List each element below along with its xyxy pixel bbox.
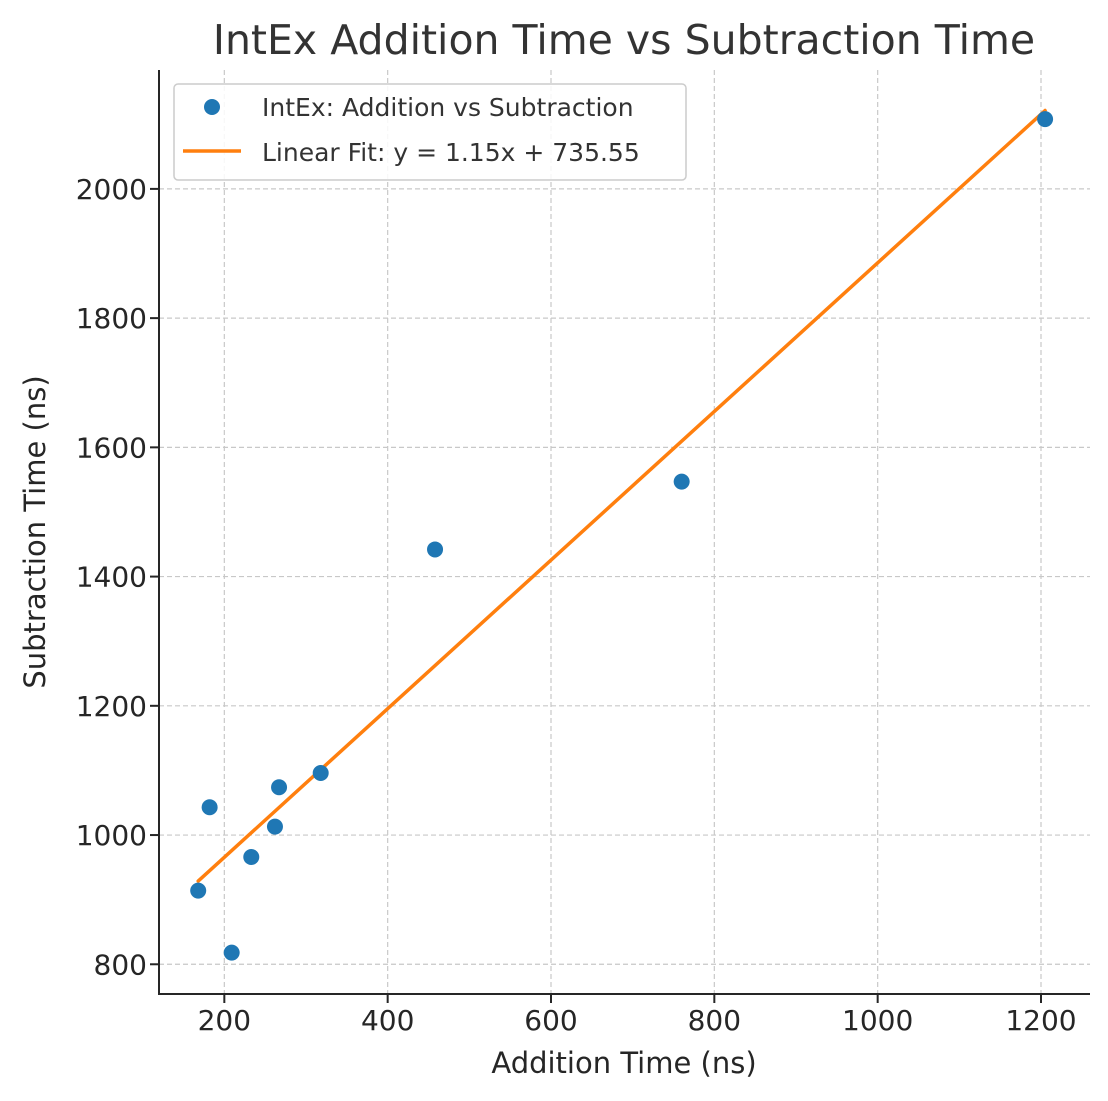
- y-axis-label: Subtraction Time (ns): [18, 375, 52, 688]
- y-tick-label: 1200: [76, 690, 147, 723]
- legend-fit-label: Linear Fit: y = 1.15x + 735.55: [262, 138, 640, 167]
- legend-box: [173, 83, 687, 181]
- x-tick-label: 400: [361, 1004, 414, 1037]
- y-tick-label: 1800: [76, 302, 147, 335]
- data-point: [673, 473, 690, 490]
- data-point: [243, 849, 260, 866]
- axes: [158, 70, 1090, 995]
- chart-title: IntEx Addition Time vs Subtraction Time: [213, 16, 1035, 64]
- x-tick-label: 200: [198, 1004, 251, 1037]
- data-point: [201, 799, 218, 816]
- x-tick-label: 800: [688, 1004, 741, 1037]
- data-point: [266, 818, 283, 835]
- fit-line: [196, 108, 1047, 883]
- x-axis-label: Addition Time (ns): [491, 1046, 756, 1080]
- grid: [159, 70, 1090, 994]
- data-point: [427, 541, 444, 558]
- legend: IntEx: Addition vs Subtraction Linear Fi…: [173, 83, 687, 181]
- data-point: [271, 779, 288, 796]
- x-tick-label: 600: [524, 1004, 577, 1037]
- y-tick-label: 1600: [76, 431, 147, 464]
- data-point: [1037, 111, 1054, 128]
- data-point: [190, 882, 207, 899]
- y-tick-label: 1000: [76, 819, 147, 852]
- legend-scatter-label: IntEx: Addition vs Subtraction: [262, 93, 634, 122]
- x-tick-label: 1200: [1005, 1004, 1076, 1037]
- scatter-points: [190, 111, 1054, 961]
- legend-scatter-marker: [204, 99, 220, 115]
- y-tick-label: 2000: [76, 173, 147, 206]
- x-tick-label: 1000: [842, 1004, 913, 1037]
- ticks: 200 400 600 800 1000 1200 800 1000 1200 1400 1600 1…: [76, 173, 1077, 1037]
- y-tick-label: 1400: [76, 561, 147, 594]
- fit-line-layer: [196, 108, 1047, 883]
- data-point: [312, 765, 329, 782]
- data-point: [223, 944, 240, 961]
- y-tick-label: 800: [94, 948, 147, 981]
